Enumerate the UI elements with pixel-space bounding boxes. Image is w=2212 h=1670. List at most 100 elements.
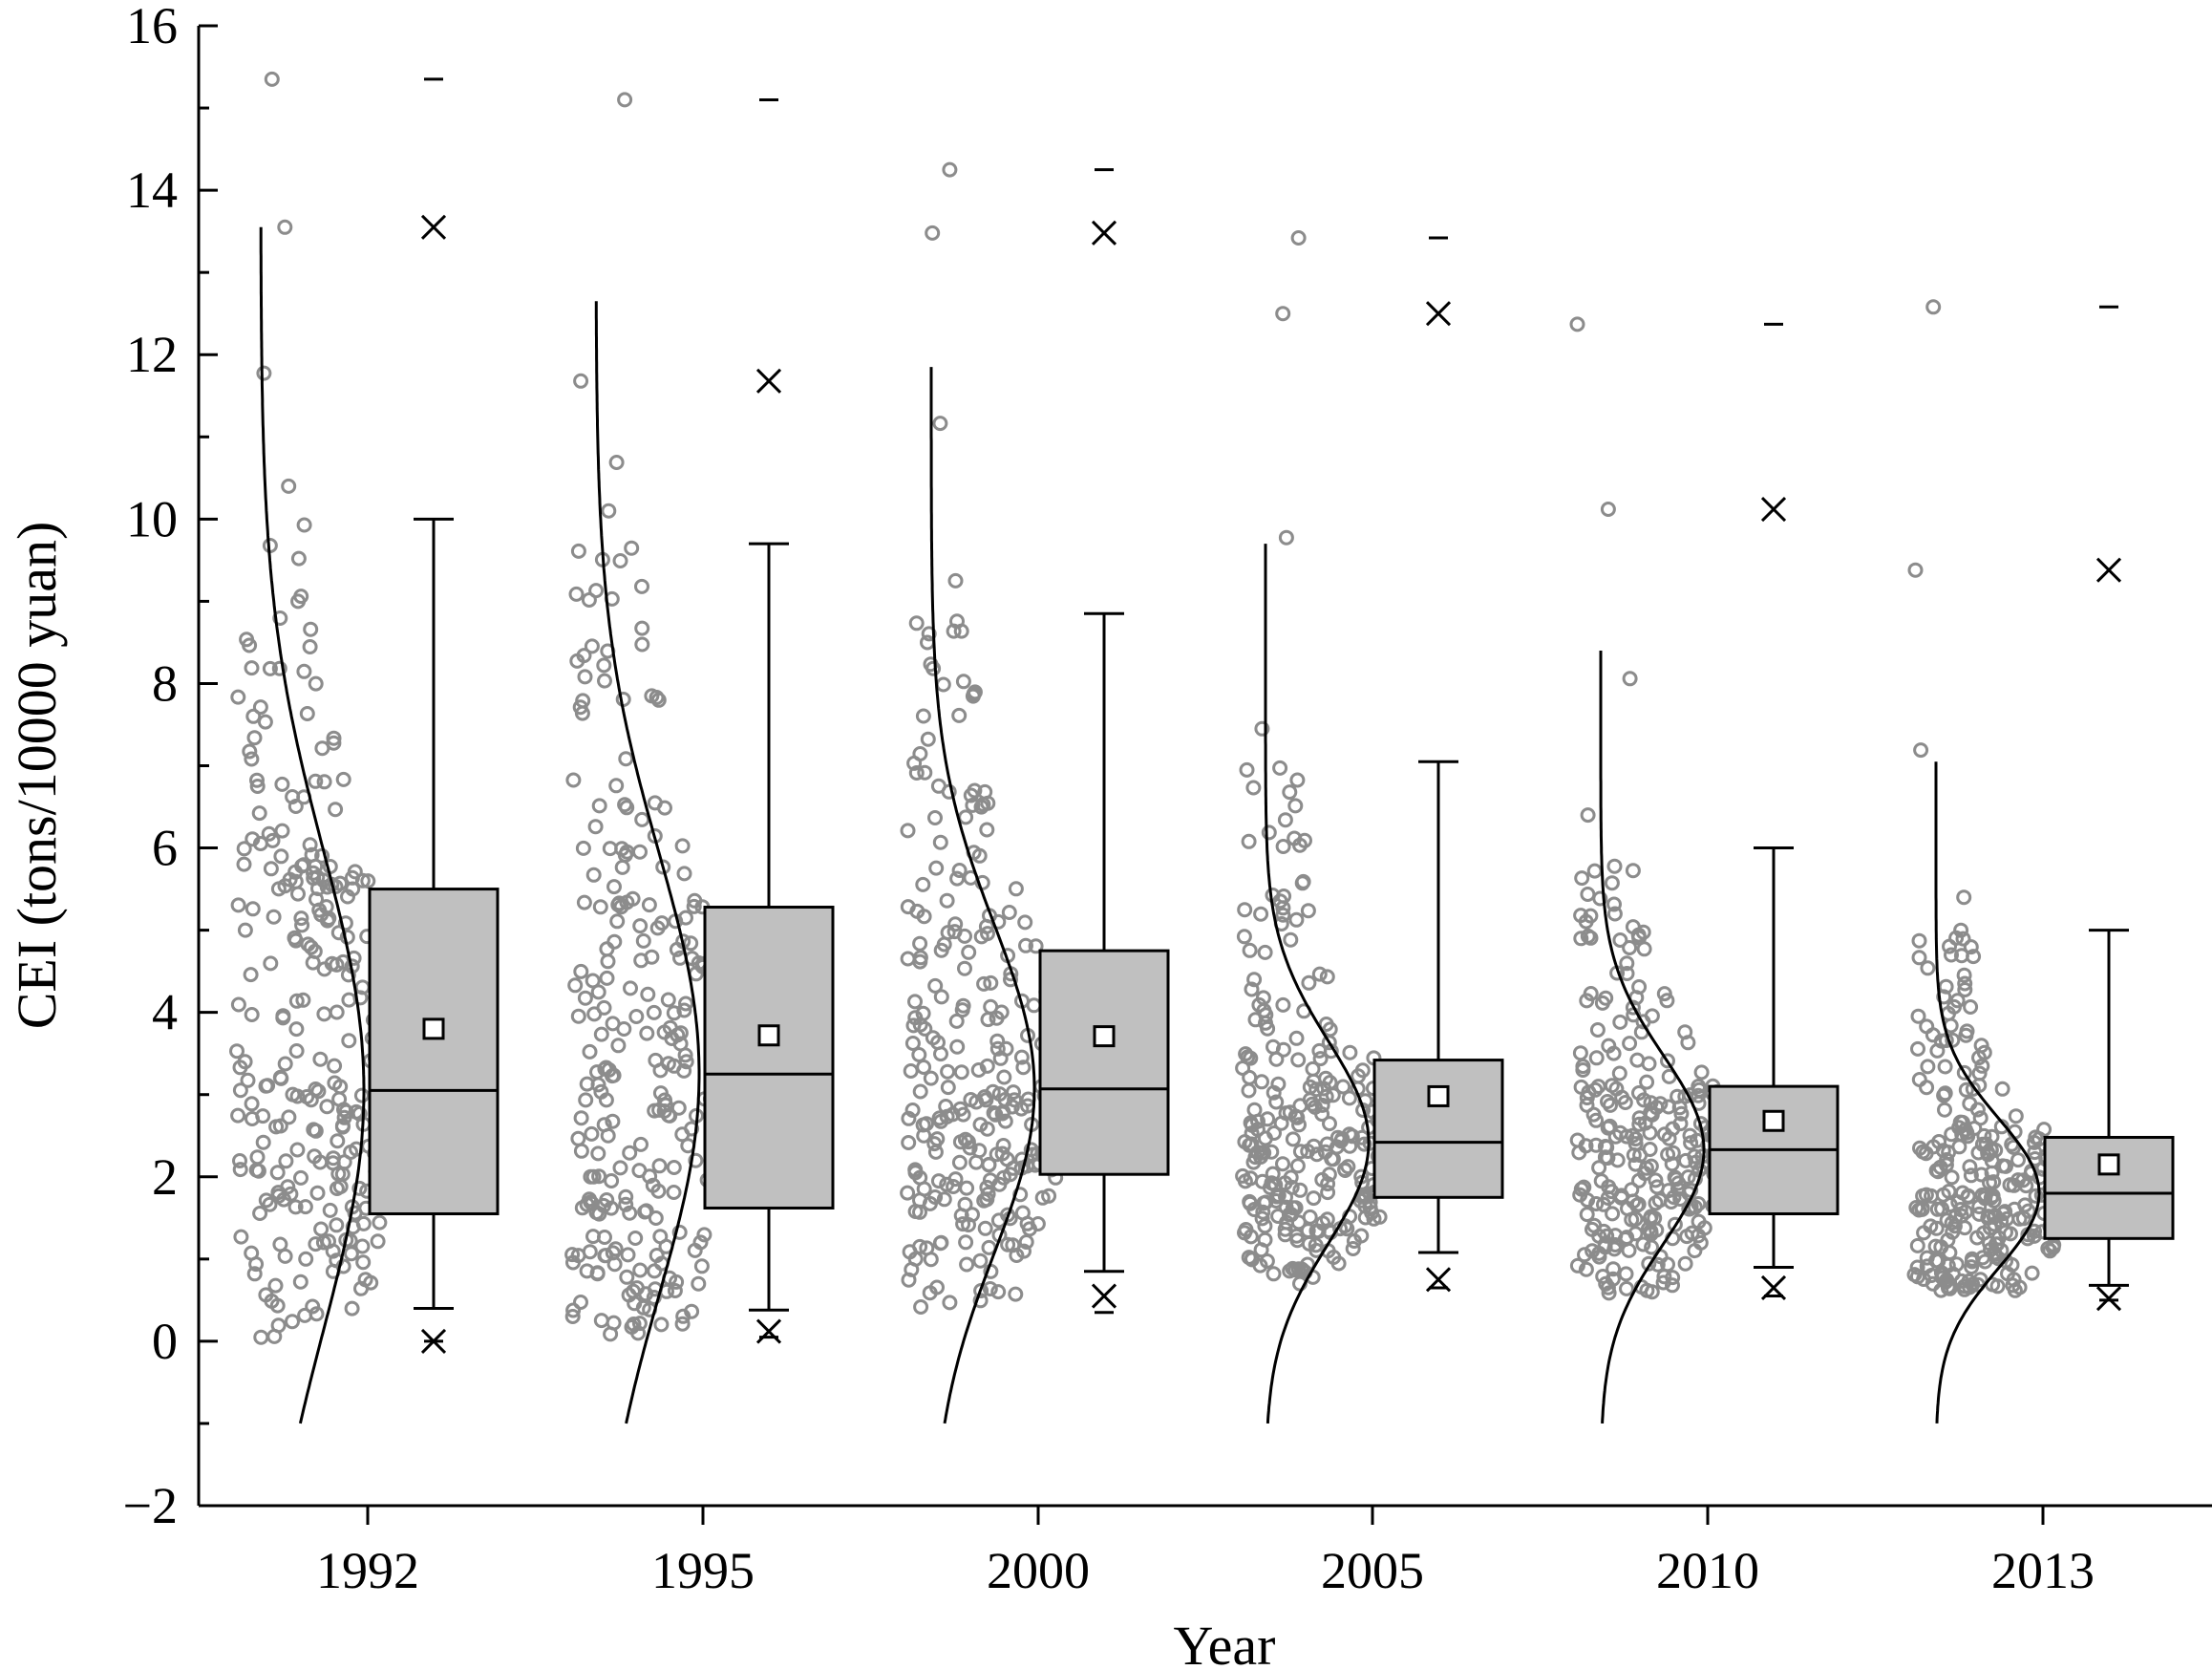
data-point: [1684, 1225, 1700, 1241]
data-point: [1643, 1223, 1659, 1239]
data-point: [1963, 939, 1979, 955]
data-point: [1680, 1035, 1696, 1051]
data-point: [1667, 1216, 1683, 1232]
percentile-99-marker: [420, 214, 447, 240]
data-point: [596, 999, 612, 1016]
data-point: [1952, 1114, 1968, 1130]
data-point: [2015, 1210, 2031, 1227]
data-point: [1948, 930, 1965, 946]
data-point: [970, 1062, 987, 1078]
data-point: [281, 478, 297, 494]
data-points-2010: [1569, 316, 1742, 1301]
data-point: [236, 841, 252, 857]
data-point: [575, 840, 591, 856]
data-point: [1266, 1266, 1282, 1282]
data-point: [992, 1050, 1009, 1066]
data-point: [1941, 1280, 1956, 1296]
distribution-curve: [594, 301, 701, 1424]
data-point: [1306, 1073, 1322, 1089]
data-point: [954, 1002, 970, 1018]
data-point: [1622, 1036, 1638, 1052]
data-point: [237, 922, 253, 938]
data-point: [293, 910, 309, 927]
data-point: [684, 1121, 700, 1137]
data-point: [1362, 1199, 1378, 1215]
data-point: [319, 912, 335, 929]
data-point: [922, 1195, 938, 1211]
data-point: [627, 1231, 644, 1246]
data-point: [1246, 1102, 1263, 1118]
data-point: [1306, 1138, 1322, 1154]
data-point: [1346, 1233, 1362, 1249]
data-point: [573, 1143, 589, 1159]
data-point: [296, 517, 312, 533]
data-point: [1253, 906, 1269, 922]
data-point: [255, 1134, 271, 1150]
plot-area: [229, 71, 2175, 1424]
data-point: [613, 899, 629, 915]
data-point: [1611, 1065, 1627, 1081]
box-2000: [1038, 949, 1170, 1176]
data-point: [1643, 1209, 1659, 1225]
data-point: [655, 859, 671, 875]
data-point: [597, 673, 612, 689]
data-point: [319, 1099, 335, 1115]
data-point: [920, 731, 936, 747]
data-point: [660, 992, 676, 1008]
data-point: [1242, 1193, 1258, 1210]
data-point: [1602, 1118, 1618, 1134]
data-point: [1910, 1040, 1925, 1057]
data-point: [976, 1192, 992, 1209]
data-point: [1575, 1062, 1591, 1078]
data-point: [940, 925, 956, 941]
data-point: [1337, 1163, 1353, 1178]
data-point: [1335, 1079, 1351, 1095]
data-point: [1345, 1241, 1361, 1256]
data-point: [345, 1219, 361, 1235]
data-point: [651, 1158, 668, 1174]
data-point: [1257, 944, 1273, 960]
data-point: [337, 915, 353, 931]
data-point: [1588, 1112, 1605, 1128]
data-point: [583, 1194, 599, 1210]
data-point: [570, 1130, 586, 1146]
data-point: [949, 1038, 966, 1055]
data-point: [567, 977, 584, 994]
data-point: [598, 1060, 614, 1076]
data-point: [1644, 1106, 1660, 1123]
data-point: [232, 1082, 248, 1099]
data-point: [1287, 798, 1304, 814]
x-axis-title: Year: [1174, 1615, 1276, 1670]
data-point: [335, 1258, 351, 1274]
data-point: [1651, 1192, 1668, 1209]
y-tick-label: 4: [152, 984, 178, 1041]
data-point: [593, 1313, 609, 1329]
data-point: [287, 1199, 304, 1215]
data-point: [1283, 931, 1299, 948]
data-point: [666, 1160, 682, 1175]
data-point: [372, 1214, 388, 1231]
data-point: [1600, 502, 1616, 517]
data-point: [653, 1317, 670, 1333]
box-2013: [2043, 1135, 2175, 1240]
data-point: [942, 1295, 958, 1311]
data-point: [904, 1103, 921, 1118]
data-point: [1920, 960, 1936, 976]
data-point: [1243, 1170, 1259, 1187]
data-point: [1949, 993, 1966, 1009]
data-point: [2024, 1265, 2040, 1281]
data-point: [299, 706, 315, 721]
data-point: [672, 1036, 689, 1052]
data-point: [568, 586, 585, 602]
data-point: [230, 897, 246, 913]
data-point: [920, 634, 935, 651]
cross-stroke: [1760, 496, 1787, 523]
data-point: [1642, 1142, 1658, 1157]
data-point: [1648, 1172, 1664, 1188]
data-point: [1356, 1136, 1372, 1152]
data-points-2005: [1235, 230, 1413, 1292]
data-point: [913, 1299, 929, 1315]
data-point: [306, 1122, 322, 1138]
data-point: [907, 994, 923, 1010]
